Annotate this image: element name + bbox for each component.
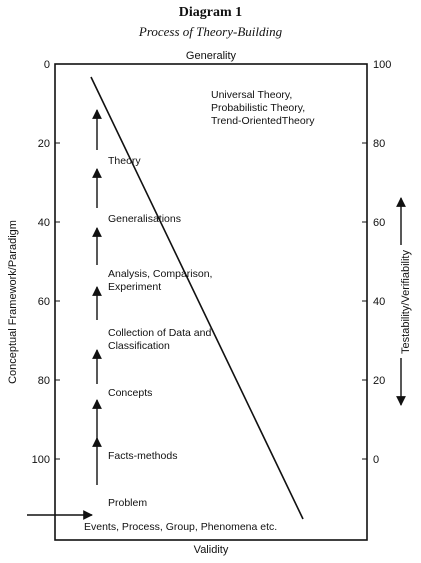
left-tick-label: 80 [38,375,50,387]
stage-concepts: Concepts [108,387,152,399]
stage-problem: Problem [108,497,147,509]
diagram-title: Diagram 1 [178,5,243,20]
left-tick-label: 40 [38,217,50,229]
stage-theory: Theory [108,155,141,167]
right-tick-label: 80 [373,138,385,150]
stage-analysis-line1: Analysis, Comparison, [108,268,212,280]
diagram-frame [54,63,368,541]
right-axis-title: Testability/Verifiability [400,250,412,354]
stage-facts-methods: Facts-methods [108,450,177,462]
generality-label: Generality [186,50,237,62]
left-tick-label: 100 [32,454,50,466]
stage-collection-line1: Collection of Data and [108,327,211,339]
left-tick-label: 60 [38,296,50,308]
left-tick-label: 0 [44,59,50,71]
validity-label: Validity [194,544,229,556]
right-tick-label: 100 [373,59,391,71]
stage-collection-line2: Classification [108,340,170,352]
theory-type-line2: Probabilistic Theory, [211,102,305,114]
left-axis: 0 20 40 60 80 100 [32,59,60,466]
diagonal-line [90,76,304,520]
right-tick-label: 40 [373,296,385,308]
left-axis-title: Conceptual Framework/Paradigm [7,220,19,384]
right-tick-label: 60 [373,217,385,229]
theory-type-line1: Universal Theory, [211,89,292,101]
theory-type-line3: Trend-OrientedTheory [211,115,315,127]
diagram-subtitle: Process of Theory-Building [138,24,283,39]
right-tick-label: 20 [373,375,385,387]
right-tick-label: 0 [373,454,379,466]
right-axis: 100 80 60 40 20 0 [362,59,391,466]
left-tick-label: 20 [38,138,50,150]
base-label: Events, Process, Group, Phenomena etc. [84,521,277,533]
stage-generalisations: Generalisations [108,213,181,225]
stage-analysis-line2: Experiment [108,281,161,293]
